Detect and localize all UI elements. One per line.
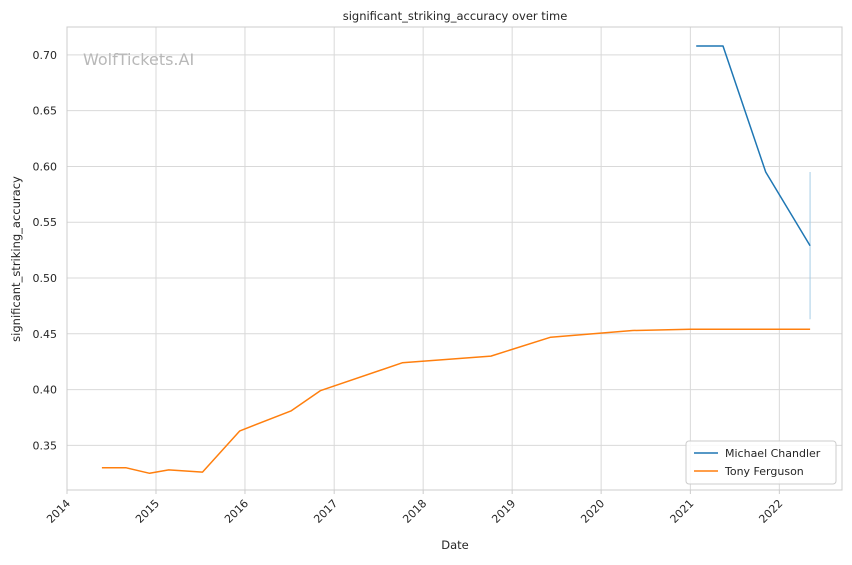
chart-title: significant_striking_accuracy over time [343, 9, 568, 23]
series-lines [101, 45, 811, 475]
y-tick-label: 0.55 [33, 216, 58, 229]
y-tick-label: 0.35 [33, 439, 58, 452]
series-line-michael-chandler [696, 45, 811, 247]
legend-label-tony-ferguson: Tony Ferguson [724, 465, 804, 478]
y-tick-label: 0.50 [33, 272, 58, 285]
y-tick-label: 0.70 [33, 49, 58, 62]
legend-label-michael-chandler: Michael Chandler [725, 447, 821, 460]
y-tick-labels: 0.35 0.40 0.45 0.50 0.55 0.60 0.65 0.70 [33, 49, 58, 452]
legend: Michael Chandler Tony Ferguson [685, 440, 837, 485]
legend-box [685, 440, 837, 485]
watermark-logo-text: WolfTickets.AI [83, 50, 194, 69]
y-tick-label: 0.40 [33, 384, 58, 397]
plot-frame [66, 26, 843, 491]
y-tick-label: 0.65 [33, 105, 58, 118]
y-axis-label: significant_striking_accuracy [9, 176, 23, 342]
y-tick-label: 0.60 [33, 160, 58, 173]
x-axis-label: Date [441, 538, 469, 552]
y-tick-label: 0.45 [33, 328, 58, 341]
series-line-tony-ferguson [101, 328, 811, 475]
